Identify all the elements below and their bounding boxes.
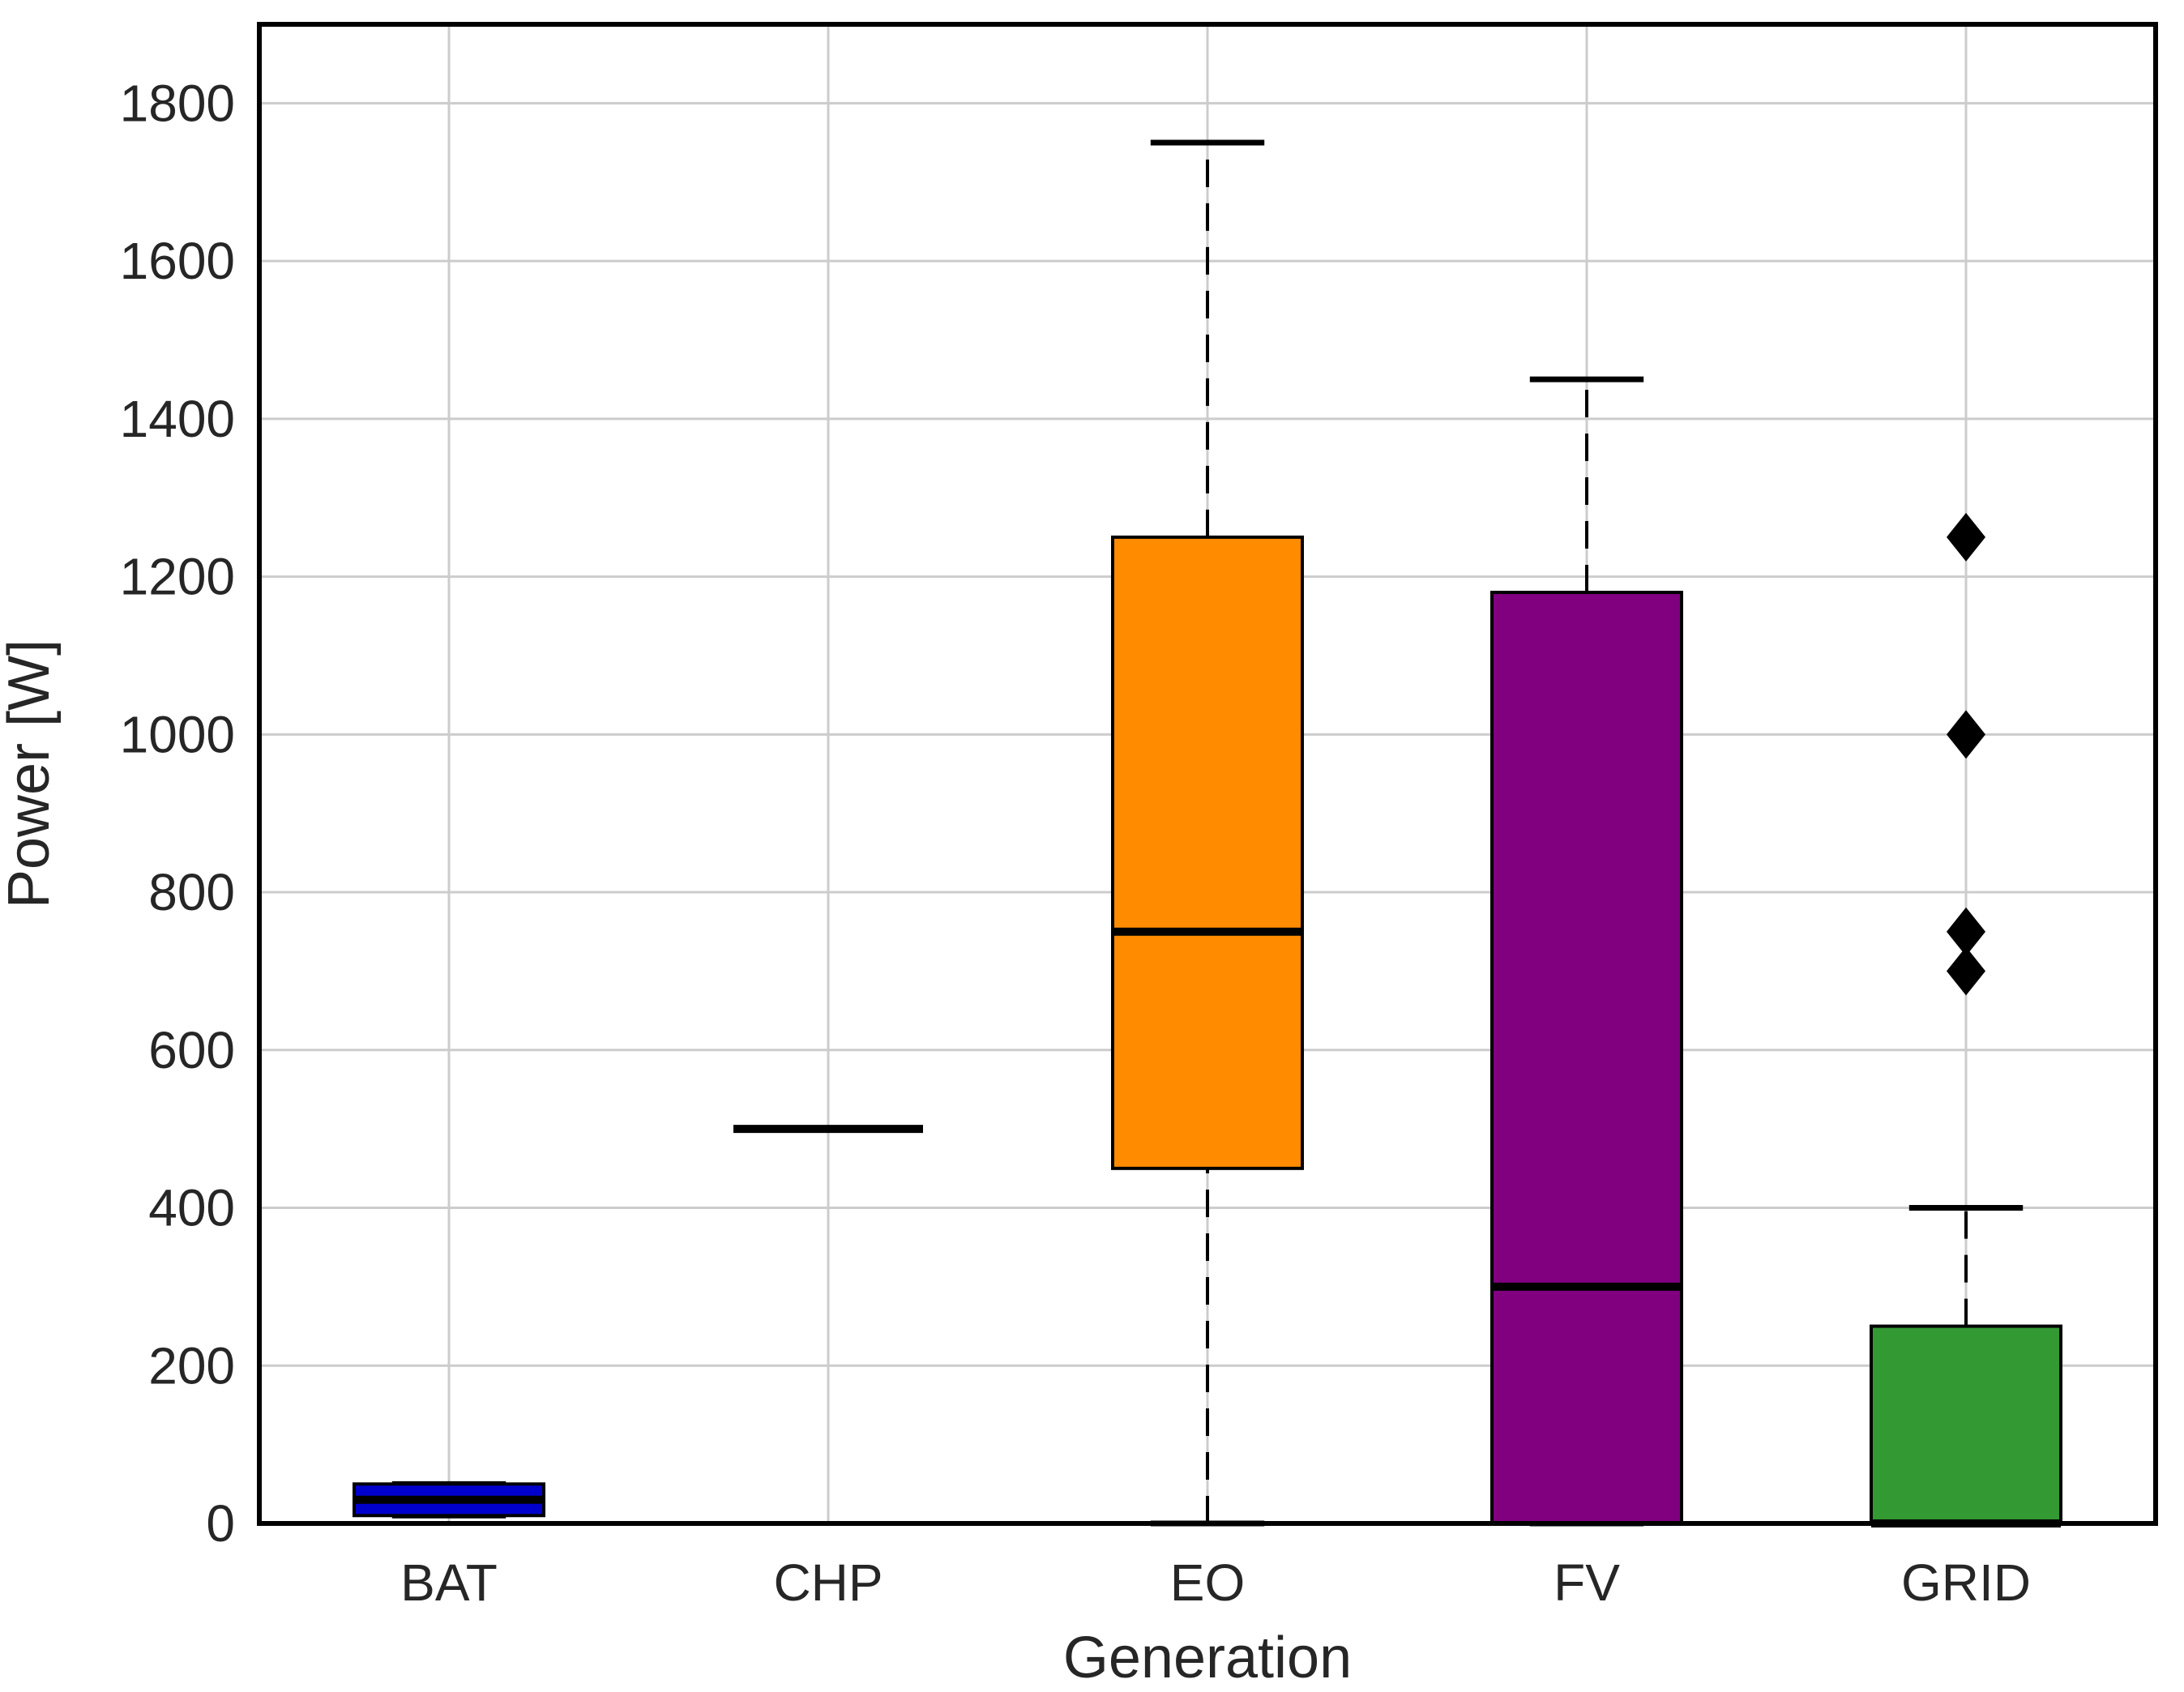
- y-axis-title: Power [W]: [0, 639, 62, 908]
- box-group-eo: [1111, 139, 1304, 1527]
- outlier-point: [1947, 710, 1985, 759]
- y-tick-label: 600: [148, 1021, 235, 1079]
- y-tick-label: 1800: [120, 74, 235, 132]
- y-tick-label: 0: [206, 1494, 235, 1553]
- outlier-point: [1947, 907, 1985, 956]
- box-eo: [1111, 535, 1304, 1170]
- box-layer: [353, 139, 2062, 1528]
- box-group-bat: [353, 1480, 545, 1519]
- y-tick-label: 1000: [120, 705, 235, 763]
- x-axis-title: Generation: [1063, 1626, 1352, 1690]
- box-fv: [1490, 591, 1683, 1525]
- y-tick-label: 200: [148, 1336, 235, 1395]
- outlier-point: [1947, 946, 1985, 996]
- x-tick-label: FV: [1554, 1553, 1620, 1612]
- plot-frame: [257, 22, 2158, 1526]
- x-tick-label: EO: [1170, 1553, 1245, 1612]
- y-tick-label: 800: [148, 863, 235, 921]
- y-tick-label: 1200: [120, 548, 235, 606]
- y-tick-label: 1600: [120, 232, 235, 290]
- box-group-fv: [1490, 376, 1683, 1527]
- box-group-grid: [1870, 512, 2062, 1528]
- box-grid: [1870, 1324, 2062, 1526]
- x-tick-label: CHP: [773, 1553, 883, 1612]
- x-tick-label: GRID: [1901, 1553, 2031, 1612]
- y-tick-label: 1400: [120, 390, 235, 448]
- outlier-point: [1947, 512, 1985, 562]
- tick-label-layer: 0 200 400 600 800 1000 1200 1400 1600 1800 BAT CHP E…: [120, 74, 2031, 1612]
- x-tick-label: BAT: [400, 1553, 498, 1612]
- y-tick-label: 400: [148, 1179, 235, 1237]
